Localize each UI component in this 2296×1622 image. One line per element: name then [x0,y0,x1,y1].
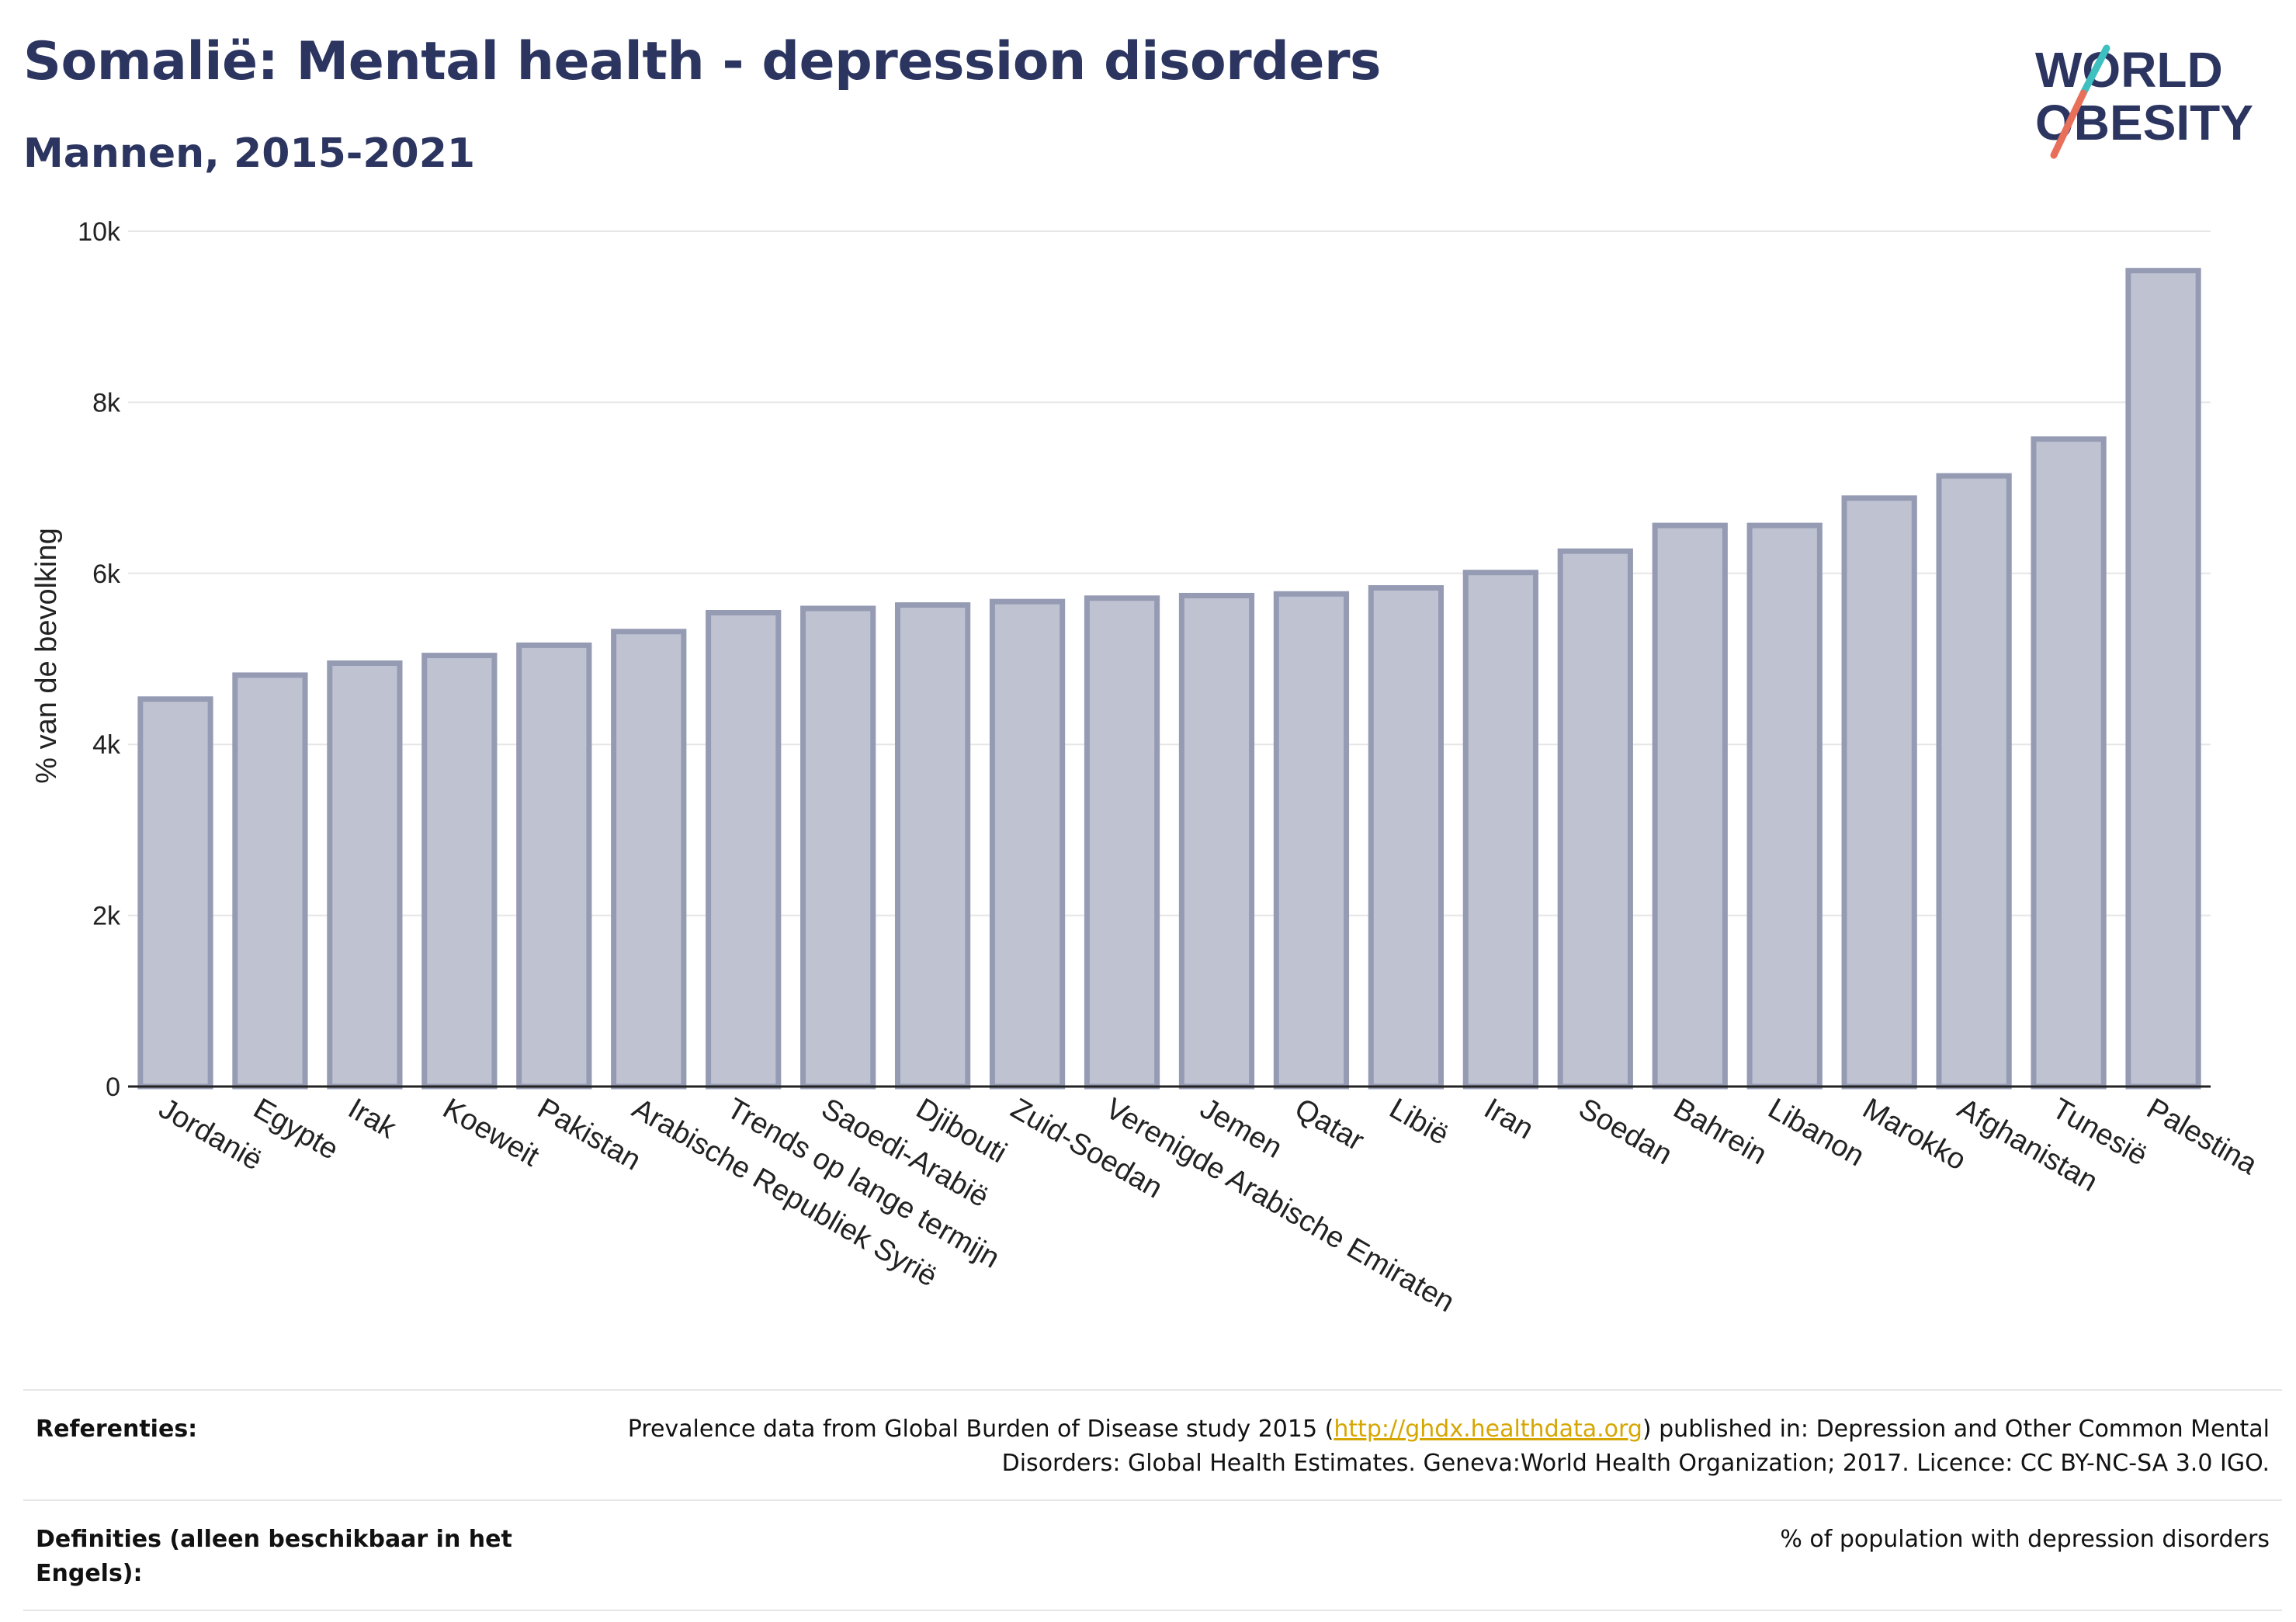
x-tick-label: Jordanië [153,1092,267,1177]
y-tick-label: 8k [92,388,121,418]
y-tick-label: 2k [92,902,121,931]
y-axis-label: % van de bevolking [30,528,63,784]
references-row: Referenties: Prevalence data from Global… [23,1389,2282,1499]
bar[interactable] [989,598,1066,1090]
references-label: Referenties: [36,1416,198,1443]
y-tick-label: 10k [78,217,121,247]
logo-slash-teal [2079,44,2110,97]
bar[interactable] [1178,592,1255,1090]
x-tick-label: Pakistan [532,1092,646,1177]
logo-slash-coral [2050,89,2087,159]
x-tick-label: Irak [342,1092,402,1145]
bar[interactable] [1652,522,1728,1090]
bar[interactable] [800,605,876,1090]
x-tick-label: Libanon [1763,1092,1870,1173]
references-table: Referenties: Prevalence data from Global… [23,1389,2282,1611]
x-tick-label: Soedan [1573,1092,1677,1171]
bar[interactable] [421,653,498,1090]
bar[interactable] [516,642,592,1090]
bar[interactable] [706,609,782,1090]
x-tick-label: Bahrein [1668,1092,1772,1171]
references-text: Prevalence data from Global Burden of Di… [601,1412,2270,1481]
x-tick-label: Iran [1479,1092,1539,1145]
bar[interactable] [1084,595,1160,1090]
x-tick-label: Libië [1384,1092,1455,1152]
bar[interactable] [137,696,213,1090]
references-text-start: Prevalence data from Global Burden of Di… [627,1416,1334,1443]
bar[interactable] [327,660,403,1090]
bar[interactable] [611,629,687,1090]
definitions-label: Definities (alleen beschikbaar in het En… [36,1526,512,1587]
x-tick-label: Marokko [1857,1092,1972,1177]
chart-title: Somalië: Mental health - depression diso… [23,31,1382,92]
bar[interactable] [1936,473,2012,1090]
logo-line1: WORLD [2035,42,2223,98]
bar[interactable] [2125,268,2201,1090]
references-text-end: ) published in: Depression and Other Com… [1001,1416,2270,1477]
world-obesity-logo: WORLD OBESITY [2035,42,2253,159]
bar[interactable] [1841,495,1917,1090]
bar[interactable] [1273,591,1350,1090]
references-link[interactable]: http://ghdx.healthdata.org [1334,1416,1642,1443]
x-tick-label: Qatar [1289,1092,1370,1157]
bar[interactable] [894,602,971,1090]
bar[interactable] [1368,585,1445,1090]
bars [137,268,2201,1090]
bar[interactable] [1557,548,1633,1090]
definitions-row: Definities (alleen beschikbaar in het En… [23,1499,2282,1611]
bar[interactable] [232,672,308,1090]
y-tick-label: 4k [92,730,121,760]
bar[interactable] [1746,522,1823,1090]
bar[interactable] [1462,570,1538,1090]
chart-subtitle: Mannen, 2015-2021 [23,130,476,177]
bar[interactable] [2031,436,2107,1090]
y-tick-label: 6k [92,560,121,589]
definitions-text: % of population with depression disorder… [1780,1526,2270,1553]
x-tick-label: Koeweit [437,1092,544,1173]
y-tick-label: 0 [106,1073,120,1102]
x-tick-label: Palestina [2142,1092,2263,1181]
